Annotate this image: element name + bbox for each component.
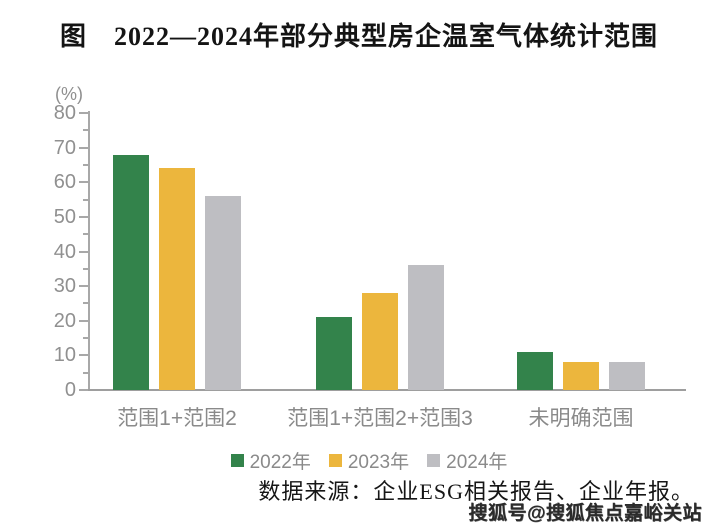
y-tick-label-80: 80 [53,102,76,124]
y-tick-label-0: 0 [64,379,76,401]
y-minor-tick-25 [83,302,88,305]
category-label-2: 范围1+范围2+范围3 [287,407,473,430]
bar-2024年-未明确范围 [609,362,645,390]
y-minor-tick-15 [83,337,88,340]
bar-group-2 [316,112,444,390]
y-minor-tick-55 [83,198,88,201]
y-tick-label-40: 40 [53,240,76,263]
y-minor-tick-45 [83,233,88,236]
y-tick-label-10: 10 [53,344,76,367]
bar-2022年-范围1+范围2+范围3 [316,317,352,390]
y-major-tick-70 [79,146,88,149]
y-tick-label-70: 70 [53,136,76,159]
y-major-tick-10 [79,354,88,357]
x-axis-baseline [88,389,686,391]
legend-swatch-2022年 [230,454,244,467]
sohu-watermark: 搜狐号@搜狐焦点嘉峪关站 [468,503,702,524]
y-axis-unit-label: (%) [55,84,83,104]
bar-group-3 [517,112,645,390]
y-minor-tick-5 [83,371,88,374]
legend-swatch-2024年 [427,454,441,467]
y-major-tick-30 [79,285,88,288]
bar-2023年-范围1+范围2 [159,168,195,390]
legend-item-2023年: 2023年 [328,447,410,474]
legend-item-2024年: 2024年 [427,447,507,474]
y-major-tick-0 [79,389,88,391]
y-major-tick-50 [79,215,88,218]
y-major-tick-20 [79,319,88,322]
y-tick-label-20: 20 [53,309,76,332]
category-label-1: 范围1+范围2 [117,407,237,430]
y-minor-tick-35 [83,267,88,270]
bar-2023年-范围1+范围2+范围3 [362,293,398,390]
bar-2024年-范围1+范围2 [205,196,241,390]
legend-label-2024年: 2024年 [446,452,508,473]
bar-2022年-范围1+范围2 [113,155,149,390]
y-minor-tick-65 [83,163,88,166]
bar-group-1 [113,112,241,390]
chart-legend: 2022年 2023年 2024年 [89,447,649,474]
legend-label-2023年: 2023年 [347,452,410,473]
y-minor-tick-75 [83,129,88,132]
data-source-note: 数据来源：企业ESG相关报告、企业年报。 [258,479,694,504]
legend-swatch-2023年 [328,454,342,467]
y-major-tick-40 [79,250,88,253]
legend-item-2022年: 2022年 [230,447,311,474]
y-tick-label-30: 30 [53,275,76,298]
bar-2024年-范围1+范围2+范围3 [408,265,444,390]
chart-title: 图 2022—2024年部分典型房企温室气体统计范围 [59,22,658,51]
y-major-tick-80 [79,112,88,114]
legend-label-2022年: 2022年 [249,452,311,473]
category-label-3: 未明确范围 [528,407,634,430]
y-major-tick-60 [79,181,88,184]
y-tick-label-60: 60 [53,171,76,194]
y-tick-label-50: 50 [53,205,76,228]
y-axis-line [88,111,90,391]
bar-2023年-未明确范围 [563,362,599,390]
bar-2022年-未明确范围 [517,352,553,390]
